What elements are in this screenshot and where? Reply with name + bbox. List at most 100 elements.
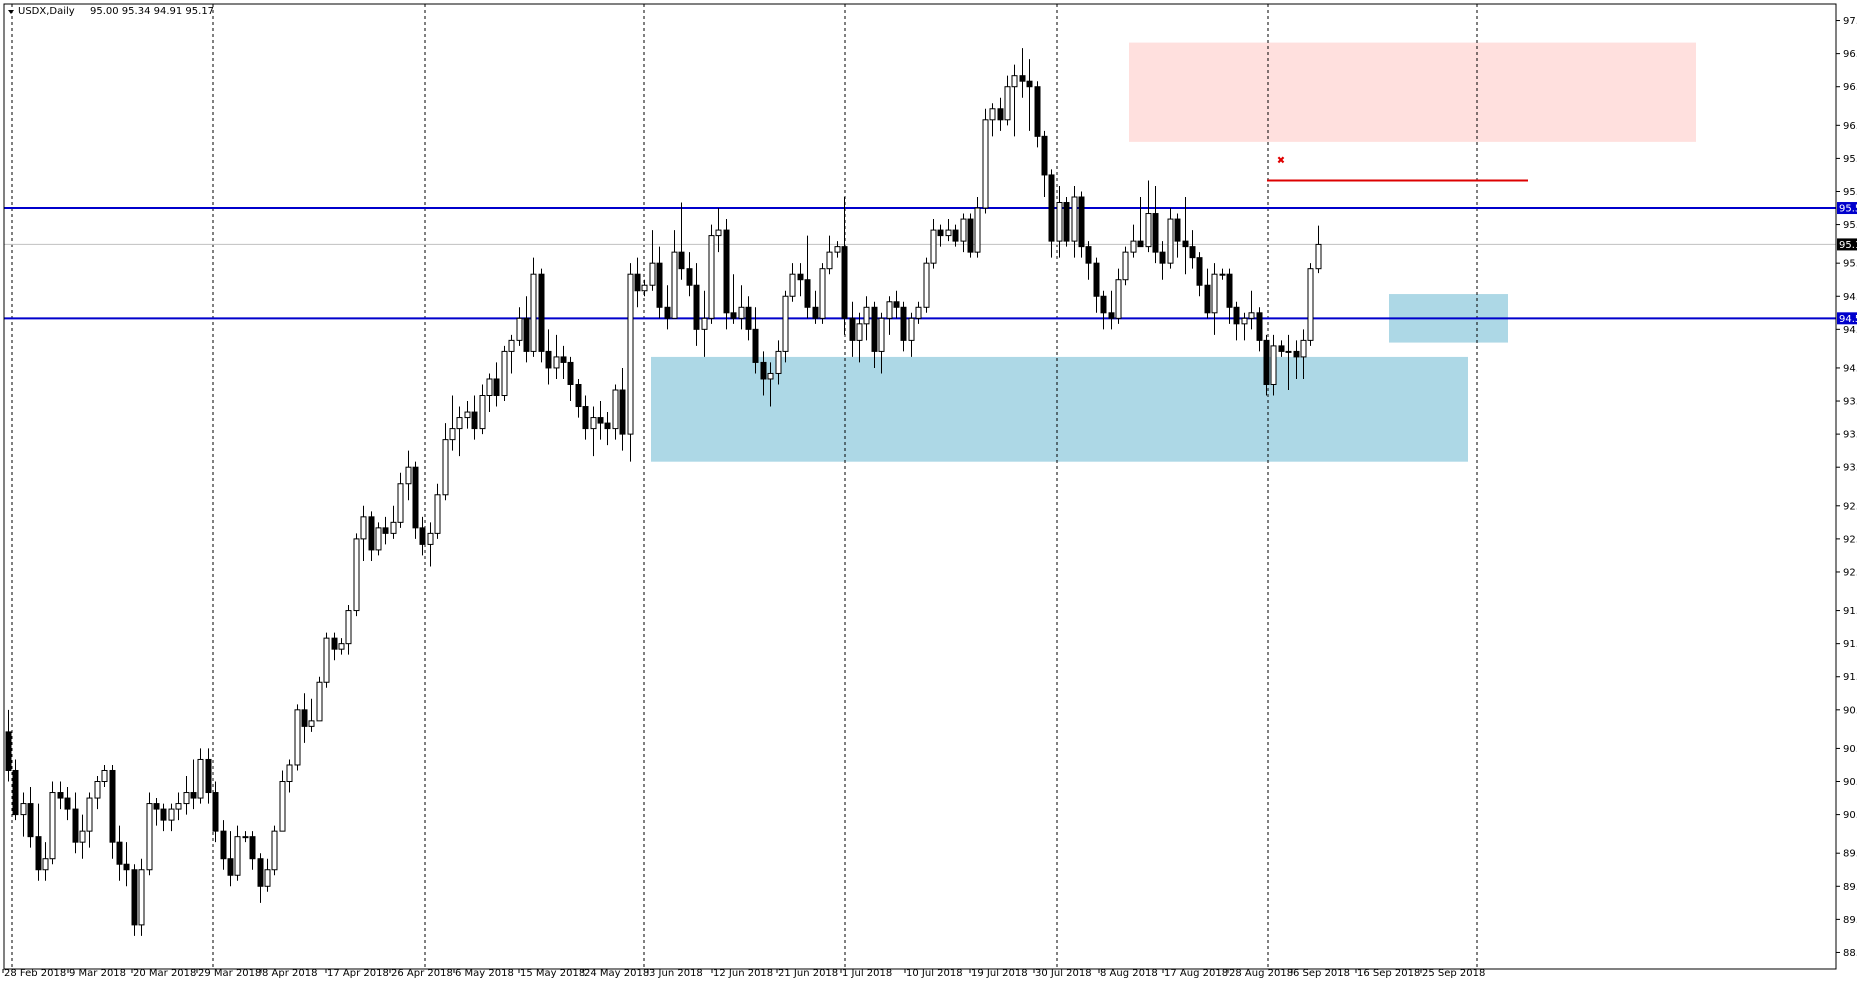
candle-body-bear (257, 858, 264, 887)
candle (878, 312, 885, 374)
candle-body-bull (826, 251, 833, 270)
current-price-tag (1837, 238, 1857, 251)
candle (1137, 197, 1144, 248)
candle (1078, 191, 1085, 258)
candle (567, 356, 574, 402)
candle-body-bear (1019, 75, 1026, 82)
candle (789, 263, 796, 302)
candle-body-bull (886, 301, 893, 319)
candle (353, 533, 360, 617)
time-tick-label: 17 Apr 2018 (327, 968, 389, 978)
candle (952, 224, 959, 247)
candle-body-bull (945, 229, 952, 237)
candle-body-bear (5, 731, 12, 771)
time-tick-label: 1 Jul 2018 (842, 968, 892, 978)
candle-body-bear (368, 516, 375, 551)
candle (131, 864, 138, 936)
candle-body-bull (1307, 268, 1314, 341)
candle-body-bull (974, 207, 981, 253)
candle (834, 241, 841, 258)
candle-body-bull (863, 306, 870, 325)
candle-body-bear (227, 858, 234, 876)
candle (212, 781, 219, 843)
candle-body-bear (1041, 135, 1048, 176)
candle (590, 406, 597, 457)
candle (360, 505, 367, 561)
candle-body-bull (479, 395, 486, 430)
candle (723, 219, 730, 330)
price-tick-label: 93.15 (1843, 463, 1857, 474)
candle-body-bear (109, 769, 116, 843)
candle (1300, 329, 1307, 379)
candle (1085, 241, 1092, 280)
candle-body-bull (530, 273, 537, 352)
candle (227, 831, 234, 887)
candle (1122, 246, 1129, 286)
candle (456, 406, 463, 457)
candle-body-bull (908, 317, 915, 341)
candle (1093, 257, 1100, 313)
candle (797, 263, 804, 297)
candle (1115, 268, 1122, 324)
candle (1048, 169, 1055, 258)
candle (471, 395, 478, 440)
time-axis[interactable]: 28 Feb 2018 9 Mar 2018 20 Mar 2018 29 Mar 2… (2, 968, 1485, 979)
candle-body-bear (1256, 312, 1263, 341)
candle-body-bull (553, 356, 560, 369)
candle-body-bear (1263, 339, 1270, 385)
candle (693, 263, 700, 346)
candle (641, 279, 648, 297)
time-tick-label: 9 Mar 2018 (69, 968, 126, 978)
candle-body-bear (723, 229, 730, 314)
price-tick-label: 91.85 (1843, 606, 1857, 617)
candle (1145, 180, 1152, 253)
candle (819, 263, 826, 324)
candle (1241, 312, 1248, 341)
candle (1315, 225, 1322, 274)
price-tick-label: 91.55 (1843, 639, 1857, 650)
candle-body-bear (471, 411, 478, 430)
price-axis[interactable]: 97.20 96.90 96.60 96.25 95.95 95.65 95.35 95.00… (1835, 4, 1857, 969)
candle (1130, 224, 1137, 258)
price-tick-label: 89.35 (1843, 882, 1857, 893)
candle-body-bear (1100, 295, 1107, 314)
candle-body-bear (1085, 246, 1092, 264)
candle (989, 103, 996, 137)
candle-body-bull (930, 229, 937, 264)
candle (146, 792, 153, 876)
candle-body-bull (294, 709, 301, 766)
candle (123, 842, 130, 887)
candle (345, 605, 352, 655)
candle (671, 230, 678, 319)
ohlc-readout: 95.00 95.34 94.91 95.17 (90, 6, 214, 17)
price-tick-label: 92.80 (1843, 501, 1857, 512)
candle (627, 263, 634, 462)
candle-body-bear (72, 808, 79, 843)
candle (760, 351, 767, 396)
candle (316, 676, 323, 722)
candle (57, 781, 64, 810)
time-tick-label: 21 Jun 2018 (778, 968, 838, 978)
price-tick-label: 91.25 (1843, 672, 1857, 683)
time-tick-label: 28 Feb 2018 (4, 968, 66, 978)
candle (508, 334, 515, 374)
candle (1248, 290, 1255, 330)
candle-body-bull (183, 792, 190, 805)
candle (35, 803, 42, 881)
candle (849, 301, 856, 357)
price-tick-label: 93.75 (1843, 397, 1857, 408)
candle-body-bull (323, 637, 330, 683)
candle-body-bear (123, 863, 130, 871)
price-tick-label: 94.70 (1843, 292, 1857, 303)
annotations-layer: ✖ (1277, 155, 1285, 166)
level-price-label: 95.50 (1839, 204, 1857, 215)
candle-body-bull (449, 428, 456, 441)
candle (1159, 241, 1166, 280)
candle (545, 329, 552, 385)
candle (1211, 263, 1218, 335)
candle-body-bear (205, 758, 212, 794)
candle (678, 202, 685, 280)
dropdown-triangle-icon[interactable] (8, 10, 14, 14)
